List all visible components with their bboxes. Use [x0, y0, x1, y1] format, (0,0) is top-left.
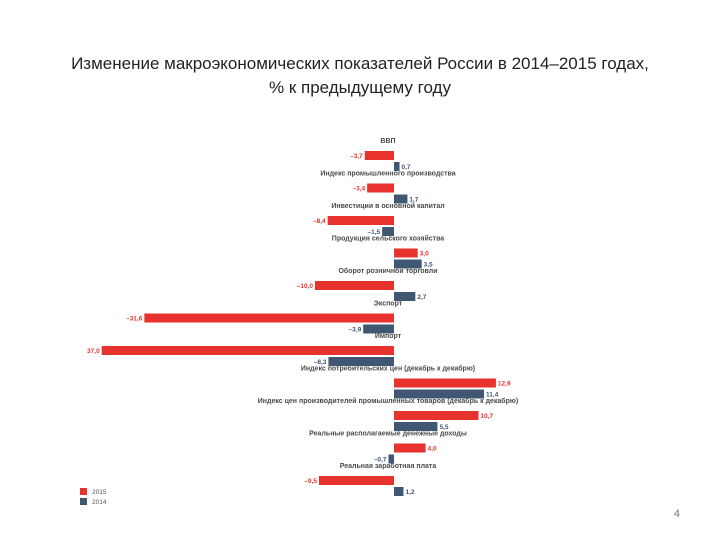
data-label: –0,7 [374, 457, 387, 464]
bar-2015-5 [144, 313, 394, 323]
bar-2014-1 [394, 194, 408, 204]
category-label: Экспорт [374, 301, 403, 308]
bar-2015-1 [367, 183, 394, 193]
bar-2015-7 [394, 378, 496, 388]
bar-2014-5 [363, 324, 394, 334]
bar-2014-10 [394, 487, 404, 496]
data-label: 3,5 [424, 262, 433, 269]
bar-2015-9 [394, 443, 426, 453]
data-label: 12,9 [498, 381, 511, 388]
bar-2015-10 [318, 476, 394, 485]
legend-swatch-2015 [80, 488, 87, 495]
data-label: –31,6 [126, 316, 143, 323]
bar-2015-8 [394, 411, 479, 420]
data-label: –10,0 [297, 283, 314, 290]
category-label: Оборот розничной торговли [338, 267, 437, 275]
bar-2015-3 [394, 248, 418, 258]
data-label: 1,2 [405, 489, 414, 496]
title-line-2: % к предыдущему году [269, 78, 451, 97]
category-label: Индекс потребительских цен (декабрь к де… [301, 365, 475, 373]
bar-2015-4 [315, 281, 394, 290]
bar-2015-2 [327, 216, 394, 225]
category-label: Импорт [375, 333, 402, 340]
category-label: Индекс цен производителей промышленных т… [258, 397, 518, 405]
bar-2014-8 [394, 422, 438, 431]
data-label: 1,7 [409, 197, 418, 204]
bar-2014-6 [328, 357, 394, 366]
bar-2014-9 [388, 454, 394, 464]
data-label: –8,4 [313, 218, 326, 225]
data-label: 2,7 [417, 294, 426, 301]
data-label: 5,5 [439, 424, 448, 431]
category-label: Инвестиции в основной капитал [331, 202, 444, 210]
data-label: 11,4 [486, 392, 499, 399]
bar-2014-0 [394, 162, 400, 171]
bar-2014-3 [394, 259, 422, 269]
data-label: –3,7 [350, 153, 363, 160]
bar-2014-7 [394, 389, 485, 399]
data-label: –3,9 [349, 327, 362, 334]
data-label: 37,0 [87, 348, 100, 355]
page-number: 4 [673, 508, 680, 520]
category-label: Реальная заработная плата [340, 462, 437, 470]
bar-2014-2 [382, 227, 394, 236]
legend-label-2014: 2014 [92, 499, 107, 506]
data-label: 3,0 [420, 251, 429, 258]
slide-title: Изменение макроэкономических показателей… [40, 52, 680, 100]
legend-swatch-2014 [80, 498, 87, 505]
data-label: –8,3 [314, 359, 327, 366]
title-line-1: Изменение макроэкономических показателей… [71, 54, 649, 73]
bar-2015-0 [364, 151, 394, 160]
data-label: 0,7 [402, 164, 411, 171]
data-label: –1,5 [367, 229, 380, 236]
category-label: Продукция сельского хозяйства [332, 235, 445, 243]
bar-2015-6 [101, 346, 394, 355]
legend-label-2015: 2015 [92, 489, 107, 496]
category-label: Реальные располагаемые денежные доходы [309, 431, 467, 438]
bar-2014-4 [394, 292, 416, 301]
category-label: Индекс промышленного производства [320, 171, 455, 178]
category-label: ВВП [380, 138, 395, 145]
data-label: 4,0 [428, 446, 437, 453]
data-label: –3,4 [352, 186, 365, 193]
data-label: 10,7 [481, 413, 494, 420]
data-label: –9,5 [304, 478, 317, 485]
